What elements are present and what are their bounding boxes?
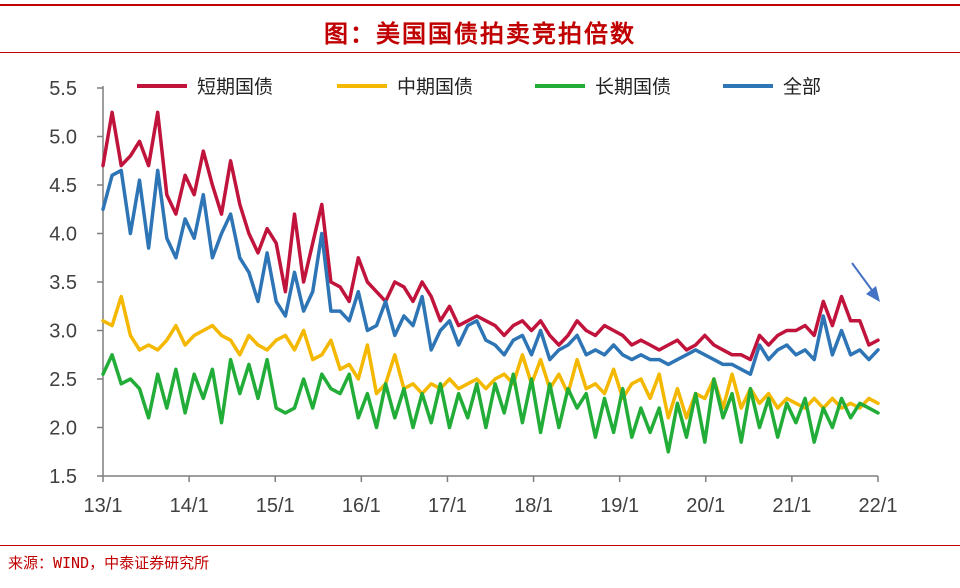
y-tick-label: 1.5 [49, 466, 77, 488]
x-tick-label: 22/1 [859, 495, 898, 517]
legend-label-1: 短期国债 [197, 76, 273, 98]
legend-label-4: 全部 [783, 76, 821, 98]
x-tick-label: 19/1 [600, 495, 639, 517]
y-axis: 5.5 5.0 4.5 4.0 3.5 3.0 2.5 2.0 1.5 [49, 78, 104, 488]
legend-label-2: 中期国债 [397, 76, 473, 98]
x-tick-label: 18/1 [514, 495, 553, 517]
y-tick-label: 4.0 [49, 224, 77, 246]
x-tick-label: 17/1 [428, 495, 467, 517]
series-line-1 [101, 110, 880, 362]
y-tick-label: 3.0 [49, 321, 77, 343]
x-tick-label: 21/1 [772, 495, 811, 517]
series-line-3 [101, 353, 880, 454]
x-tick-label: 20/1 [686, 495, 725, 517]
y-tick-label: 3.5 [49, 272, 77, 294]
x-tick-label: 13/1 [84, 495, 123, 517]
footer-divider [0, 545, 960, 546]
x-tick-label: 16/1 [342, 495, 381, 517]
series-line-4 [101, 168, 880, 376]
x-tick-label: 14/1 [170, 495, 209, 517]
top-border [0, 4, 960, 6]
legend-label-3: 长期国债 [595, 76, 671, 98]
y-tick-label: 2.5 [49, 369, 77, 391]
y-tick-label: 2.0 [49, 418, 77, 440]
y-tick-label: 4.5 [49, 175, 77, 197]
chart-title: 图：美国国债拍卖竞拍倍数 [324, 19, 636, 48]
series-lines [101, 110, 880, 454]
legend: 短期国债 中期国债 长期国债 全部 [137, 76, 821, 98]
title-divider [0, 52, 960, 53]
y-tick-label: 5.0 [49, 127, 77, 149]
source-note: 来源：WIND，中泰证券研究所 [8, 554, 210, 572]
annotation-arrow [851, 262, 880, 302]
x-tick-label: 15/1 [256, 495, 295, 517]
x-axis: 13/1 14/1 15/1 16/1 17/1 18/1 19/1 20/1 21/1 22/1 [84, 475, 898, 517]
arrow-shaft [851, 262, 875, 294]
arrow-head [866, 286, 880, 302]
y-tick-label: 5.5 [49, 78, 77, 100]
